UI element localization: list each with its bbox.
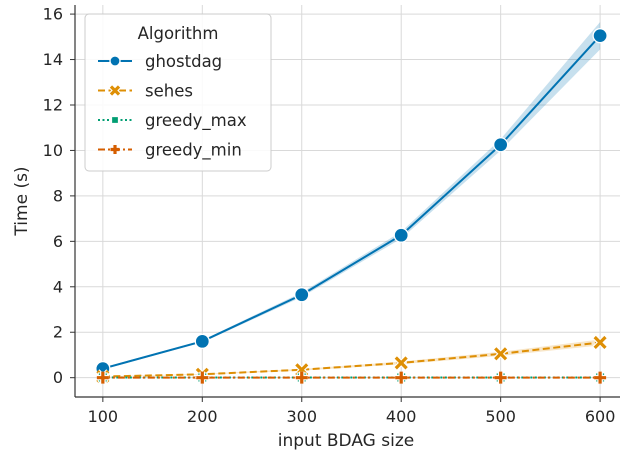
point-sehes-600	[592, 335, 608, 350]
point-greedy_min-200-glyph	[196, 371, 209, 384]
point-greedy_min-300-glyph	[295, 371, 308, 384]
series-markers	[95, 28, 608, 384]
legend-item-sehes: sehes	[98, 82, 193, 101]
legend-item-greedy_min: greedy_min	[98, 141, 242, 161]
legend-title: Algorithm	[138, 24, 219, 43]
point-sehes-400-glyph	[394, 356, 408, 370]
point-greedy_min-100-glyph	[96, 371, 109, 384]
point-sehes-400	[393, 355, 409, 371]
legend-items: ghostdag sehes greedy_max greedy_min	[98, 52, 247, 161]
x-tick-label-100: 100	[88, 407, 119, 426]
point-ghostdag-400	[393, 227, 409, 243]
point-ghostdag-200	[194, 333, 210, 349]
legend: Algorithm ghostdag sehes greedy_max greedy_…	[84, 13, 272, 172]
point-greedy_min-500-glyph	[494, 371, 507, 384]
x-tick-label-200: 200	[187, 407, 218, 426]
legend-label-ghostdag: ghostdag	[145, 52, 222, 71]
point-greedy_min-200	[196, 371, 209, 384]
legend-label-sehes: sehes	[145, 82, 193, 101]
series-lines	[102, 35, 601, 379]
axes	[74, 5, 620, 398]
point-sehes-600-glyph	[593, 335, 607, 349]
legend-marker-greedy_min-glyph	[110, 145, 120, 154]
y-tick-label-0: 0	[53, 368, 63, 387]
point-greedy_min-600-glyph	[594, 371, 607, 384]
legend-frame	[84, 13, 272, 172]
x-tick-label-400: 400	[386, 407, 417, 426]
band-sehes	[102, 339, 601, 377]
legend-marker-sehes	[109, 84, 121, 97]
point-greedy_min-100	[96, 371, 109, 384]
x-tick-label-500: 500	[485, 407, 516, 426]
point-ghostdag-300	[294, 287, 310, 303]
y-tick-label-8: 8	[53, 186, 63, 205]
legend-label-greedy_max: greedy_max	[145, 111, 247, 131]
point-greedy_min-500	[494, 371, 507, 384]
y-tick-label-2: 2	[53, 323, 63, 342]
legend-marker-greedy_min	[110, 145, 120, 154]
point-sehes-500	[493, 346, 509, 362]
y-tick-label-14: 14	[43, 50, 63, 69]
y-tick-label-10: 10	[43, 141, 63, 160]
point-ghostdag-500	[493, 137, 509, 153]
x-tick-label-600: 600	[585, 407, 616, 426]
x-tick-label-300: 300	[286, 407, 317, 426]
legend-item-ghostdag: ghostdag	[98, 52, 222, 71]
y-tick-label-4: 4	[53, 277, 63, 296]
y-axis-label: Time (s)	[12, 166, 32, 236]
point-greedy_min-300	[295, 371, 308, 384]
y-tick-label-16: 16	[43, 5, 63, 24]
line-ghostdag	[102, 35, 601, 370]
legend-marker-greedy_max	[111, 116, 119, 124]
point-sehes-500-glyph	[494, 347, 508, 361]
x-axis-label: input BDAG size	[278, 431, 414, 451]
legend-marker-ghostdag	[109, 55, 121, 67]
point-greedy_min-600	[594, 371, 607, 384]
legend-marker-sehes-glyph	[109, 85, 121, 96]
line-sehes	[102, 341, 601, 378]
point-greedy_min-400-glyph	[395, 371, 408, 384]
y-tick-label-12: 12	[43, 95, 63, 114]
tick-labels: 100 200 300 400 500 600 0 2 4 6 8 10 12 14 16	[43, 5, 616, 426]
legend-item-greedy_max: greedy_max	[98, 111, 247, 131]
legend-label-greedy_min: greedy_min	[145, 141, 242, 161]
y-tick-label-6: 6	[53, 232, 63, 251]
point-greedy_min-400	[395, 371, 408, 384]
point-ghostdag-600	[592, 28, 608, 44]
